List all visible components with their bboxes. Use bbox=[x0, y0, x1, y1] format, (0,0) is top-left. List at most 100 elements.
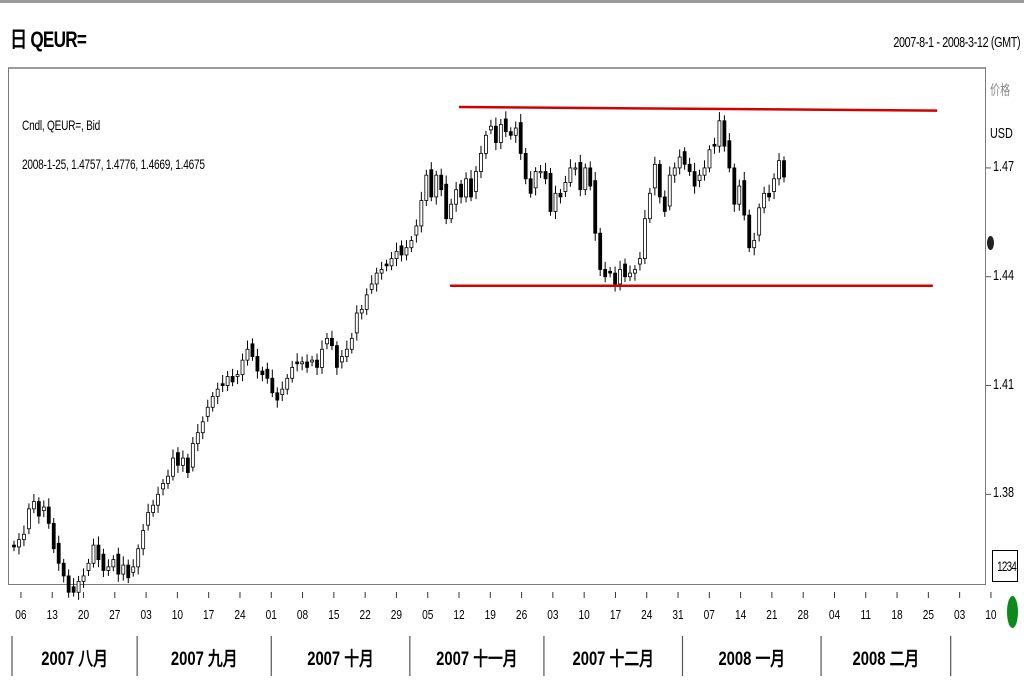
candle-body bbox=[672, 167, 677, 176]
candle-body bbox=[166, 475, 170, 484]
chart-title: 日 QEUR= bbox=[10, 27, 87, 52]
candle-body bbox=[444, 183, 449, 220]
candle-body bbox=[260, 370, 265, 376]
candle-body bbox=[652, 163, 657, 189]
candle-body bbox=[335, 345, 339, 368]
candle-body bbox=[389, 258, 394, 267]
x-tick-label: 05 bbox=[422, 608, 433, 622]
plot-area[interactable] bbox=[8, 67, 986, 585]
candle-body bbox=[36, 501, 41, 517]
candle-body bbox=[588, 167, 593, 187]
candle-body bbox=[767, 192, 771, 198]
candle-body bbox=[409, 240, 414, 249]
candle-body bbox=[757, 207, 762, 236]
candle-body bbox=[181, 457, 185, 466]
y-axis-scale-box[interactable]: 1234 bbox=[992, 550, 1018, 582]
candle-body bbox=[200, 421, 205, 434]
x-tick-label: 04 bbox=[829, 608, 841, 622]
candle-body bbox=[280, 388, 285, 395]
candle-body bbox=[220, 383, 225, 386]
candle-body bbox=[677, 156, 682, 169]
candle-body bbox=[503, 118, 508, 133]
candle-body bbox=[22, 533, 26, 541]
candle-body bbox=[156, 493, 160, 506]
y-axis-unit-cn: 价格 bbox=[990, 82, 1011, 98]
x-tick-label: 28 bbox=[798, 608, 809, 622]
month-label: 2007 十月 bbox=[307, 647, 374, 669]
green-status-icon[interactable] bbox=[1007, 596, 1018, 628]
candle-body bbox=[250, 343, 255, 357]
candle-body bbox=[330, 337, 334, 347]
candle-body bbox=[136, 548, 141, 568]
candle-body bbox=[667, 174, 672, 207]
candle-body bbox=[354, 312, 359, 334]
x-tick-label: 17 bbox=[610, 608, 621, 622]
candle-body bbox=[66, 575, 71, 593]
candle-body bbox=[638, 258, 642, 265]
candle-body bbox=[434, 174, 439, 198]
candle-body bbox=[717, 120, 722, 147]
candle-body bbox=[161, 483, 165, 490]
trendline-resistance bbox=[458, 105, 938, 112]
x-tick-label: 27 bbox=[109, 608, 120, 622]
x-tick-label: 10 bbox=[172, 608, 184, 622]
candle-body bbox=[111, 559, 116, 568]
candle-body bbox=[474, 171, 478, 192]
candle-body bbox=[151, 504, 155, 513]
candle-body bbox=[593, 180, 598, 234]
candle-body bbox=[215, 388, 220, 397]
candle-body bbox=[399, 245, 404, 256]
y-tick-label: 1.44 bbox=[993, 266, 1015, 284]
candle-body bbox=[702, 167, 707, 176]
candle-body bbox=[171, 457, 175, 477]
candle-body bbox=[782, 160, 786, 178]
candle-body bbox=[225, 376, 230, 386]
candle-body bbox=[374, 272, 379, 285]
candle-body bbox=[568, 167, 573, 183]
candle-body bbox=[275, 392, 280, 401]
candle-body bbox=[91, 544, 96, 564]
x-tick-label: 03 bbox=[547, 608, 558, 622]
candle-body bbox=[633, 269, 637, 274]
candle-body bbox=[71, 586, 76, 593]
candle-body bbox=[325, 337, 329, 345]
x-tick-label: 01 bbox=[266, 608, 277, 622]
x-tick-label: 10 bbox=[579, 608, 591, 622]
candle-body bbox=[528, 178, 533, 194]
x-tick-label: 19 bbox=[485, 608, 496, 622]
candle-body bbox=[513, 127, 518, 136]
candle-body bbox=[777, 160, 781, 180]
x-tick-label: 20 bbox=[78, 608, 90, 622]
candle-body bbox=[697, 174, 702, 182]
candle-body bbox=[126, 564, 131, 579]
candle-body bbox=[51, 522, 56, 550]
candle-body bbox=[61, 562, 66, 577]
candle-body bbox=[603, 269, 608, 278]
candle-body bbox=[657, 163, 662, 198]
candle-body bbox=[454, 189, 459, 205]
y-tick-label: 1.41 bbox=[993, 375, 1015, 393]
candle-body bbox=[752, 240, 757, 249]
x-tick-label: 24 bbox=[234, 608, 246, 622]
candle-body bbox=[17, 539, 21, 548]
candle-body bbox=[737, 185, 742, 205]
candle-body bbox=[320, 348, 324, 368]
legend-series: Cndl, QEUR=, Bid bbox=[22, 117, 101, 133]
candle-body bbox=[608, 270, 613, 274]
x-tick-label: 24 bbox=[641, 608, 653, 622]
candle-body bbox=[682, 151, 687, 165]
x-tick-label: 21 bbox=[766, 608, 777, 622]
date-range: 2007-8-1 - 2008-3-12 (GMT) bbox=[893, 34, 1020, 51]
candle-body bbox=[185, 457, 190, 473]
candle-body bbox=[429, 169, 434, 198]
candle-body bbox=[419, 200, 424, 227]
candle-body bbox=[369, 283, 374, 290]
candle-body bbox=[315, 359, 319, 368]
candle-body bbox=[563, 182, 568, 192]
candle-body bbox=[459, 183, 463, 198]
candle-body bbox=[131, 566, 136, 573]
candle-body bbox=[623, 263, 627, 278]
candle-body bbox=[146, 512, 151, 526]
candle-body bbox=[176, 452, 180, 466]
candle-body bbox=[722, 120, 727, 147]
